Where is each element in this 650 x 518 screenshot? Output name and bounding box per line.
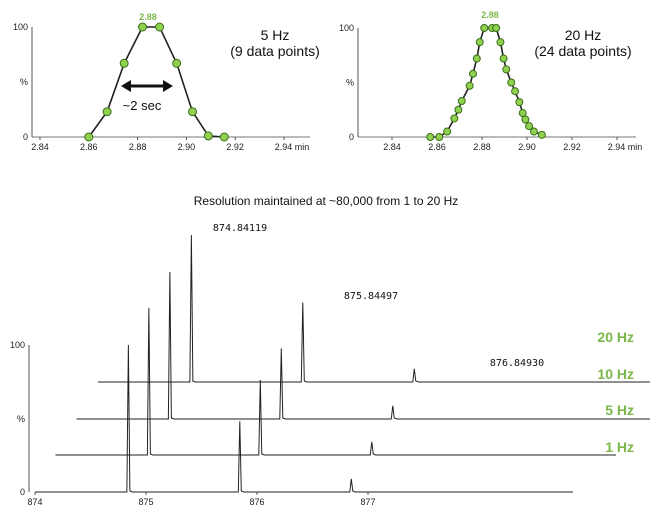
- y-tick-label: 100: [339, 23, 354, 33]
- data-point: [465, 81, 474, 90]
- data-point: [469, 69, 477, 78]
- x-tick-label: 877: [360, 497, 375, 507]
- data-point: [502, 65, 511, 74]
- peak-label: 2.88: [481, 10, 499, 20]
- y-tick-label: 0: [349, 132, 354, 142]
- x-tick-label: 2.84: [31, 142, 49, 152]
- x-tick-label: 2.92: [226, 142, 244, 152]
- data-point: [443, 127, 452, 136]
- x-tick-label: 2.84: [383, 142, 401, 152]
- double-arrow-icon: [121, 80, 173, 92]
- data-point: [454, 105, 463, 114]
- peak-label: 2.88: [139, 12, 157, 22]
- y-tick-label: 0: [23, 132, 28, 142]
- width-annotation: ~2 sec: [123, 98, 162, 113]
- data-point: [496, 38, 505, 47]
- x-tick-label: 875: [138, 497, 153, 507]
- x-tick-label: 2.94 min: [275, 142, 310, 152]
- data-point: [529, 127, 538, 136]
- data-point: [426, 133, 435, 141]
- y-tick-label: 100: [13, 22, 28, 32]
- data-point: [472, 54, 481, 63]
- chromatogram-5hz: 5 Hz (9 data points) 2.88 ~2 sec 0% 100 2.…: [13, 12, 320, 152]
- x-tick-label: 2.92: [563, 142, 581, 152]
- spectrum-trace: [55, 307, 616, 456]
- data-point: [492, 24, 501, 32]
- spectrum-trace: [98, 234, 650, 383]
- data-point: [499, 54, 508, 63]
- trace-line: [88, 26, 225, 138]
- data-point: [84, 132, 94, 142]
- data-point: [537, 130, 546, 139]
- panel-subtitle: (24 data points): [534, 43, 631, 59]
- spectrum-20hz: 20 Hz: [98, 234, 650, 383]
- data-point: [155, 22, 165, 32]
- data-point: [515, 98, 524, 107]
- spectrum-trace: [76, 271, 650, 420]
- spectrum-1hz: 1 Hz: [35, 344, 634, 493]
- data-point: [119, 58, 129, 68]
- spectra-title: Resolution maintained at ~80,000 from 1 …: [194, 194, 459, 208]
- x-tick-label: 874: [27, 497, 42, 507]
- data-point: [102, 107, 112, 117]
- chromatogram-20hz: 20 Hz (24 data points) 2.88 0% 100 2.84 2.8…: [339, 10, 642, 152]
- data-point: [511, 87, 520, 96]
- spectrum-5hz: 5 Hz: [55, 307, 634, 456]
- peak-mz-label: 874.84119: [213, 223, 267, 234]
- y-tick-label: 100: [10, 340, 25, 350]
- panel-title: 5 Hz: [261, 27, 290, 43]
- panel-title: 20 Hz: [565, 27, 602, 43]
- x-tick-label: 2.88: [129, 142, 147, 152]
- y-tick-label: 0: [20, 487, 25, 497]
- peak-mz-label: 876.84930: [490, 358, 544, 369]
- legend-label: 20 Hz: [597, 329, 634, 345]
- legend-label: 5 Hz: [605, 402, 634, 418]
- x-tick-label: 2.94 min: [608, 142, 643, 152]
- peak-mz-label: 875.84497: [344, 291, 398, 302]
- legend-label: 10 Hz: [597, 366, 634, 382]
- data-point: [450, 114, 459, 123]
- data-point: [525, 122, 534, 131]
- data-point: [188, 107, 197, 117]
- data-point: [518, 109, 527, 118]
- spectrum-10hz: 10 Hz: [76, 271, 650, 420]
- data-point: [435, 133, 444, 141]
- y-tick-label: %: [17, 414, 25, 424]
- data-point: [457, 97, 466, 106]
- mass-spectra: Resolution maintained at ~80,000 from 1 …: [10, 194, 650, 507]
- data-point: [480, 24, 489, 32]
- y-tick-label: %: [346, 78, 354, 88]
- x-tick-label: 2.86: [428, 142, 446, 152]
- data-point: [507, 78, 516, 87]
- data-point: [219, 132, 229, 142]
- data-point: [521, 115, 530, 124]
- data-point: [203, 131, 213, 141]
- y-tick-label: %: [20, 77, 28, 87]
- x-tick-label: 2.90: [178, 142, 196, 152]
- x-tick-label: 2.90: [518, 142, 536, 152]
- data-point: [475, 38, 484, 47]
- x-tick-label: 876: [249, 497, 264, 507]
- panel-subtitle: (9 data points): [230, 43, 320, 59]
- data-point: [172, 58, 182, 68]
- x-tick-label: 2.86: [80, 142, 98, 152]
- x-tick-label: 2.88: [473, 142, 491, 152]
- spectrum-trace: [35, 344, 573, 493]
- legend-label: 1 Hz: [605, 439, 634, 455]
- data-point: [137, 22, 147, 32]
